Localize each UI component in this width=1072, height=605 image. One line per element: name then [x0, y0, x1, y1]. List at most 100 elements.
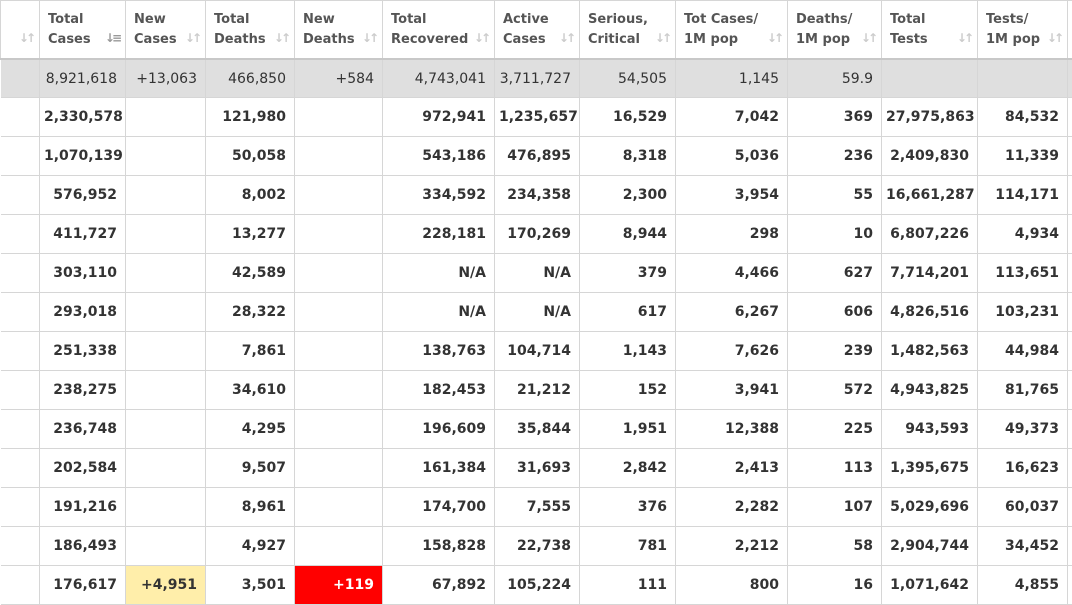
row-filler: [1068, 293, 1072, 332]
sort-icon[interactable]: ↓↑: [957, 28, 971, 48]
cell-total-cases: 1,070,139: [40, 137, 126, 176]
sort-icon[interactable]: ↓↑: [362, 28, 376, 48]
column-label: Total: [48, 10, 125, 30]
cell-serious-critical: 16,529: [580, 98, 676, 137]
cell-total-deaths: 50,058: [206, 137, 295, 176]
cell-cases-per-1m: 4,466: [676, 254, 788, 293]
cell-total-tests: 7,714,201: [882, 254, 978, 293]
cell-rank: [1, 371, 40, 410]
cell-new-deaths: [295, 176, 383, 215]
sort-icon[interactable]: ↓↑: [474, 28, 488, 48]
cell-active-cases: 22,738: [495, 527, 580, 566]
cell-cases-per-1m: 7,042: [676, 98, 788, 137]
cell-total-deaths: 121,980: [206, 98, 295, 137]
cell-total-cases: 251,338: [40, 332, 126, 371]
column-header-deaths-per-1m[interactable]: Deaths/1M pop↓↑: [788, 1, 882, 60]
row-filler: [1068, 449, 1072, 488]
cell-active-cases: 21,212: [495, 371, 580, 410]
column-label: Total: [890, 10, 977, 30]
sort-icon[interactable]: ↓↑: [559, 28, 573, 48]
cell-tests-per-1m: 103,231: [978, 293, 1068, 332]
column-header-tests-per-1m[interactable]: Tests/1M pop↓↑: [978, 1, 1068, 60]
column-header-serious-critical[interactable]: Serious,Critical↓↑: [580, 1, 676, 60]
cell-total-cases: 236,748: [40, 410, 126, 449]
cell-new-deaths: +584: [295, 59, 383, 98]
cell-active-cases: 3,711,727: [495, 59, 580, 98]
cell-tests-per-1m: 4,934: [978, 215, 1068, 254]
cell-total-recovered: 972,941: [383, 98, 495, 137]
cell-serious-critical: 152: [580, 371, 676, 410]
cell-deaths-per-1m: 225: [788, 410, 882, 449]
cell-total-tests: 943,593: [882, 410, 978, 449]
cell-cases-per-1m: 800: [676, 566, 788, 605]
cell-deaths-per-1m: 107: [788, 488, 882, 527]
cell-cases-per-1m: 1,145: [676, 59, 788, 98]
cell-total-tests: 2,904,744: [882, 527, 978, 566]
cell-deaths-per-1m: 55: [788, 176, 882, 215]
sort-icon[interactable]: ↓↑: [655, 28, 669, 48]
cell-total-recovered: 67,892: [383, 566, 495, 605]
sort-icon[interactable]: ↓↑: [274, 28, 288, 48]
header-filler: [1068, 1, 1072, 60]
cell-deaths-per-1m: 572: [788, 371, 882, 410]
cell-tests-per-1m: 4,855: [978, 566, 1068, 605]
cell-tests-per-1m: 44,984: [978, 332, 1068, 371]
cell-active-cases: 105,224: [495, 566, 580, 605]
cell-serious-critical: 2,842: [580, 449, 676, 488]
cell-new-cases: [126, 449, 206, 488]
sort-icon[interactable]: ↓↑: [19, 28, 33, 48]
cell-cases-per-1m: 7,626: [676, 332, 788, 371]
sort-icon[interactable]: ↓↑: [185, 28, 199, 48]
cell-total-recovered: N/A: [383, 254, 495, 293]
row-filler: [1068, 371, 1072, 410]
cell-tests-per-1m: 113,651: [978, 254, 1068, 293]
cell-total-cases: 238,275: [40, 371, 126, 410]
cell-serious-critical: 617: [580, 293, 676, 332]
column-label: Tests/: [986, 10, 1067, 30]
cell-rank: [1, 488, 40, 527]
sort-icon[interactable]: ↓↑: [861, 28, 875, 48]
cell-new-deaths: [295, 293, 383, 332]
sort-desc-icon[interactable]: ↓≡: [105, 28, 119, 48]
cell-serious-critical: 54,505: [580, 59, 676, 98]
sort-icon[interactable]: ↓↑: [767, 28, 781, 48]
column-label: Tot Cases/: [684, 10, 787, 30]
cell-total-tests: 2,409,830: [882, 137, 978, 176]
cell-cases-per-1m: 6,267: [676, 293, 788, 332]
cell-new-deaths: [295, 527, 383, 566]
cell-rank: [1, 176, 40, 215]
column-label: Serious,: [588, 10, 675, 30]
sort-icon[interactable]: ↓↑: [1047, 28, 1061, 48]
cell-deaths-per-1m: 58: [788, 527, 882, 566]
column-header-cases-per-1m[interactable]: Tot Cases/1M pop↓↑: [676, 1, 788, 60]
cell-serious-critical: 8,944: [580, 215, 676, 254]
column-label: Total: [391, 10, 494, 30]
cell-rank: [1, 98, 40, 137]
cell-total-deaths: 4,295: [206, 410, 295, 449]
cell-new-deaths: [295, 449, 383, 488]
cell-deaths-per-1m: 59.9: [788, 59, 882, 98]
cell-total-tests: 27,975,863: [882, 98, 978, 137]
cell-total-deaths: 28,322: [206, 293, 295, 332]
cell-rank: [1, 254, 40, 293]
cell-total-cases: 411,727: [40, 215, 126, 254]
row-filler: [1068, 98, 1072, 137]
cell-total-cases: 202,584: [40, 449, 126, 488]
column-header-rank[interactable]: ↓↑: [1, 1, 40, 60]
cell-cases-per-1m: 3,954: [676, 176, 788, 215]
cell-total-deaths: 466,850: [206, 59, 295, 98]
